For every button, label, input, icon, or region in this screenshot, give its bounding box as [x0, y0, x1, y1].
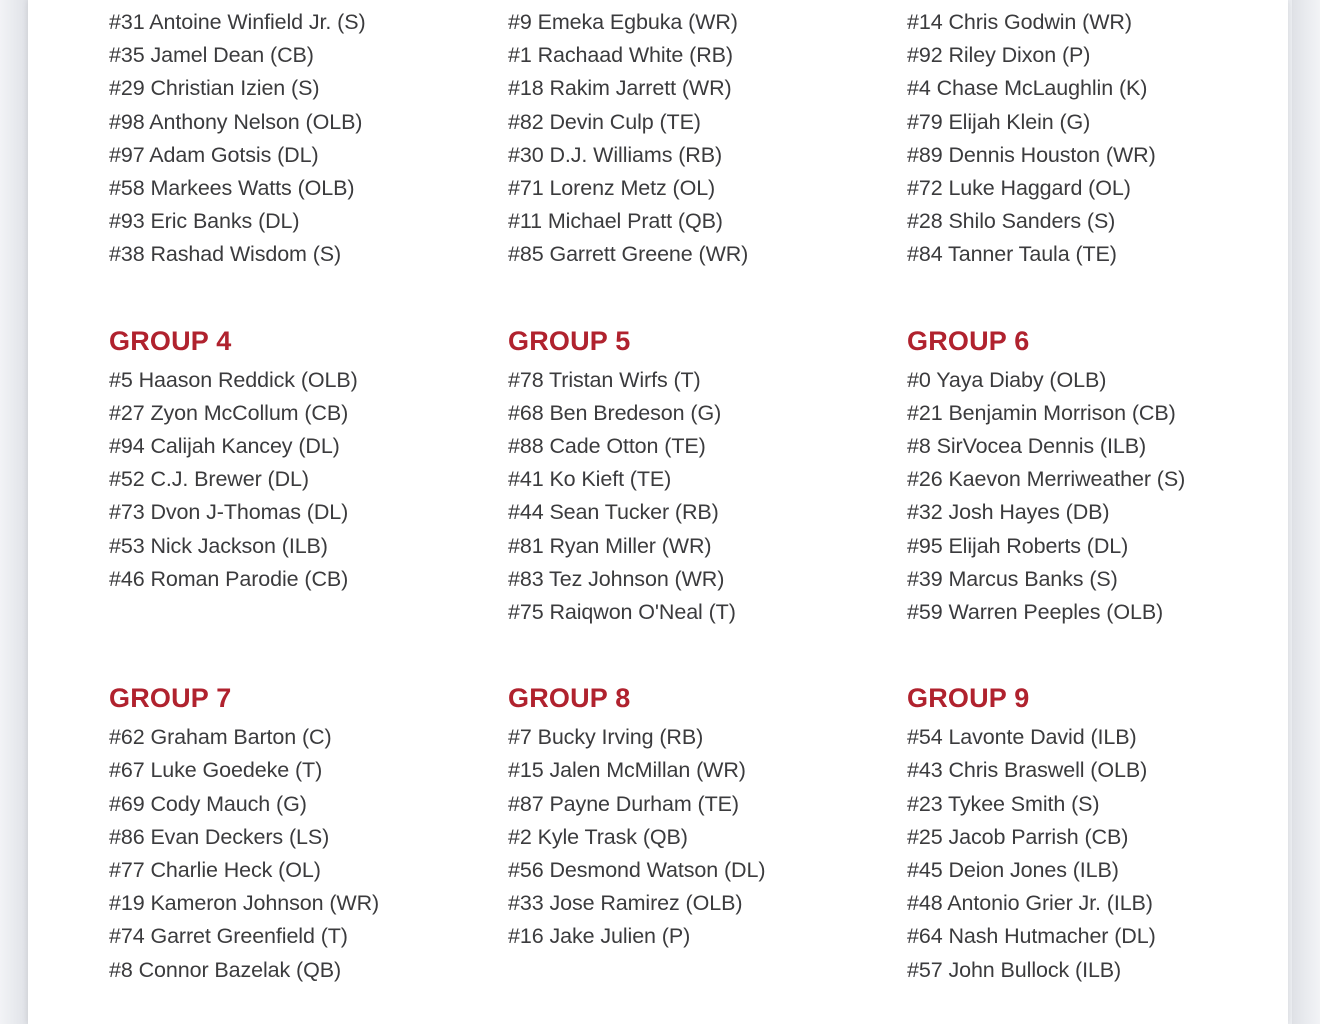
group-title: GROUP 9 [907, 683, 1030, 714]
player-list: #31 Antoine Winfield Jr. (S) #35 Jamel De… [109, 6, 508, 272]
player-list-item: #79 Elijah Klein (G) [907, 109, 1091, 134]
player-list-item: #8 Connor Bazelak (QB) [109, 957, 342, 982]
player-list-item: #52 C.J. Brewer (DL) [109, 467, 309, 492]
player-list-item: #56 Desmond Watson (DL) [508, 858, 766, 883]
player-list-item: #75 Raiqwon O'Neal (T) [508, 600, 736, 625]
player-list: #5 Haason Reddick (OLB) #27 Zyon McCollum… [109, 364, 508, 596]
player-list-item: #73 Dvon J-Thomas (DL) [109, 500, 349, 525]
player-list-item: #95 Elijah Roberts (DL) [907, 533, 1129, 558]
player-list-item: #25 Jacob Parrish (CB) [907, 824, 1129, 849]
player-list-item: #32 Josh Hayes (DB) [907, 500, 1110, 525]
player-list-item: #46 Roman Parodie (CB) [109, 566, 349, 591]
player-list: #54 Lavonte David (ILB) #43 Chris Braswel… [907, 721, 1288, 987]
player-list-item: #31 Antoine Winfield Jr. (S) [109, 10, 366, 34]
group-block: GROUP 9 #54 Lavonte David (ILB) #43 Chris … [907, 685, 1288, 1024]
player-list-item: #84 Tanner Taula (TE) [907, 242, 1117, 267]
group-title: GROUP 6 [907, 325, 1030, 356]
player-list-item: #71 Lorenz Metz (OL) [508, 176, 716, 201]
player-list-item: #2 Kyle Trask (QB) [508, 824, 688, 849]
player-list-item: #14 Chris Godwin (WR) [907, 10, 1132, 34]
player-list: #7 Bucky Irving (RB) #15 Jalen McMillan (… [508, 721, 907, 953]
group-block: GROUP 1#31 Antoine Winfield Jr. (S)#35 J… [109, 0, 508, 328]
player-list-item: #18 Rakim Jarrett (WR) [508, 76, 732, 101]
player-list-item: #72 Luke Haggard (OL) [907, 176, 1131, 201]
group-block: GROUP 5 #78 Tristan Wirfs (T) #68 Ben Bred… [508, 325, 907, 686]
player-list-item: #35 Jamel Dean (CB) [109, 43, 314, 68]
player-list-item: #48 Antonio Grier Jr. (ILB) [907, 891, 1153, 916]
player-list-item: #58 Markees Watts (OLB) [109, 176, 355, 201]
player-list-item: #30 D.J. Williams (RB) [508, 142, 723, 167]
player-list: #78 Tristan Wirfs (T) #68 Ben Bredeson (G… [508, 364, 907, 630]
player-list: #9 Emeka Egbuka (WR) #1 Rachaad White (RB… [508, 6, 907, 272]
player-list-item: #15 Jalen McMillan (WR) [508, 758, 746, 783]
player-list-item: #43 Chris Braswell (OLB) [907, 758, 1148, 783]
group-block: GROUP 7 #62 Graham Barton (C) #67 Luke Goe… [109, 685, 508, 1024]
group-block: GROUP 6 #0 Yaya Diaby (OLB) #21 Benjamin M… [907, 325, 1288, 686]
player-list-item: #67 Luke Goedeke (T) [109, 758, 323, 783]
player-list-item: #29 Christian Izien (S) [109, 76, 320, 101]
player-list-item: #77 Charlie Heck (OL) [109, 858, 321, 883]
player-list-item: #9 Emeka Egbuka (WR) [508, 10, 738, 34]
player-list-item: #94 Calijah Kancey (DL) [109, 434, 340, 459]
player-list-item: #23 Tykee Smith (S) [907, 791, 1100, 816]
player-list-item: #68 Ben Bredeson (G) [508, 400, 722, 425]
group-block: GROUP 3#14 Chris Godwin (WR)#92 Riley Di… [907, 0, 1288, 328]
player-list-item: #7 Bucky Irving (RB) [508, 725, 704, 750]
player-list-item: #0 Yaya Diaby (OLB) [907, 367, 1107, 392]
player-list-item: #27 Zyon McCollum (CB) [109, 400, 349, 425]
page-gutter-right [1292, 0, 1320, 1024]
group-block: GROUP 4 #5 Haason Reddick (OLB) #27 Zyon M… [109, 325, 508, 686]
player-list-item: #97 Adam Gotsis (DL) [109, 142, 319, 167]
player-list-item: #98 Anthony Nelson (OLB) [109, 109, 363, 134]
player-list-item: #82 Devin Culp (TE) [508, 109, 701, 134]
player-list-item: #1 Rachaad White (RB) [508, 43, 733, 68]
player-list-item: #87 Payne Durham (TE) [508, 791, 739, 816]
page-gutter-left [0, 0, 28, 1024]
player-list-item: #28 Shilo Sanders (S) [907, 209, 1116, 234]
player-list-item: #45 Deion Jones (ILB) [907, 858, 1119, 883]
group-block: GROUP 2#9 Emeka Egbuka (WR)#1 Rachaad Wh… [508, 0, 907, 328]
player-list-item: #86 Evan Deckers (LS) [109, 824, 330, 849]
player-list-item: #4 Chase McLaughlin (K) [907, 76, 1148, 101]
groups-grid: GROUP 1#31 Antoine Winfield Jr. (S)#35 J… [28, 0, 1288, 1024]
player-list-item: #5 Haason Reddick (OLB) [109, 367, 358, 392]
group-title: GROUP 7 [109, 683, 232, 714]
player-list-item: #69 Cody Mauch (G) [109, 791, 307, 816]
document-card: GROUP 1#31 Antoine Winfield Jr. (S)#35 J… [28, 0, 1288, 1024]
group-title: GROUP 4 [109, 325, 232, 356]
player-list-item: #93 Eric Banks (DL) [109, 209, 300, 234]
player-list-item: #53 Nick Jackson (ILB) [109, 533, 328, 558]
player-list-item: #59 Warren Peeples (OLB) [907, 600, 1164, 625]
player-list-item: #89 Dennis Houston (WR) [907, 142, 1156, 167]
player-list-item: #19 Kameron Johnson (WR) [109, 891, 380, 916]
player-list-item: #92 Riley Dixon (P) [907, 43, 1091, 68]
player-list-item: #44 Sean Tucker (RB) [508, 500, 719, 525]
player-list-item: #39 Marcus Banks (S) [907, 566, 1118, 591]
player-list-item: #64 Nash Hutmacher (DL) [907, 924, 1156, 949]
player-list-item: #8 SirVocea Dennis (ILB) [907, 434, 1147, 459]
player-list-item: #54 Lavonte David (ILB) [907, 725, 1137, 750]
player-list-item: #81 Ryan Miller (WR) [508, 533, 712, 558]
player-list-item: #85 Garrett Greene (WR) [508, 242, 749, 267]
player-list-item: #41 Ko Kieft (TE) [508, 467, 672, 492]
player-list-item: #57 John Bullock (ILB) [907, 957, 1122, 982]
player-list-item: #88 Cade Otton (TE) [508, 434, 706, 459]
player-list-item: #21 Benjamin Morrison (CB) [907, 400, 1176, 425]
player-list-item: #11 Michael Pratt (QB) [508, 209, 723, 234]
player-list-item: #26 Kaevon Merriweather (S) [907, 467, 1186, 492]
group-title: GROUP 8 [508, 683, 631, 714]
player-list: #0 Yaya Diaby (OLB) #21 Benjamin Morrison… [907, 364, 1288, 630]
player-list-item: #62 Graham Barton (C) [109, 725, 332, 750]
player-list-item: #33 Jose Ramirez (OLB) [508, 891, 743, 916]
group-title: GROUP 5 [508, 325, 631, 356]
player-list-item: #78 Tristan Wirfs (T) [508, 367, 701, 392]
player-list: #62 Graham Barton (C) #67 Luke Goedeke (T… [109, 721, 508, 987]
player-list-item: #83 Tez Johnson (WR) [508, 566, 725, 591]
player-list-item: #74 Garret Greenfield (T) [109, 924, 348, 949]
player-list-item: #38 Rashad Wisdom (S) [109, 242, 342, 267]
group-block: GROUP 8 #7 Bucky Irving (RB) #15 Jalen McM… [508, 685, 907, 1024]
player-list-item: #16 Jake Julien (P) [508, 924, 691, 949]
player-list: #14 Chris Godwin (WR) #92 Riley Dixon (P)… [907, 6, 1288, 272]
